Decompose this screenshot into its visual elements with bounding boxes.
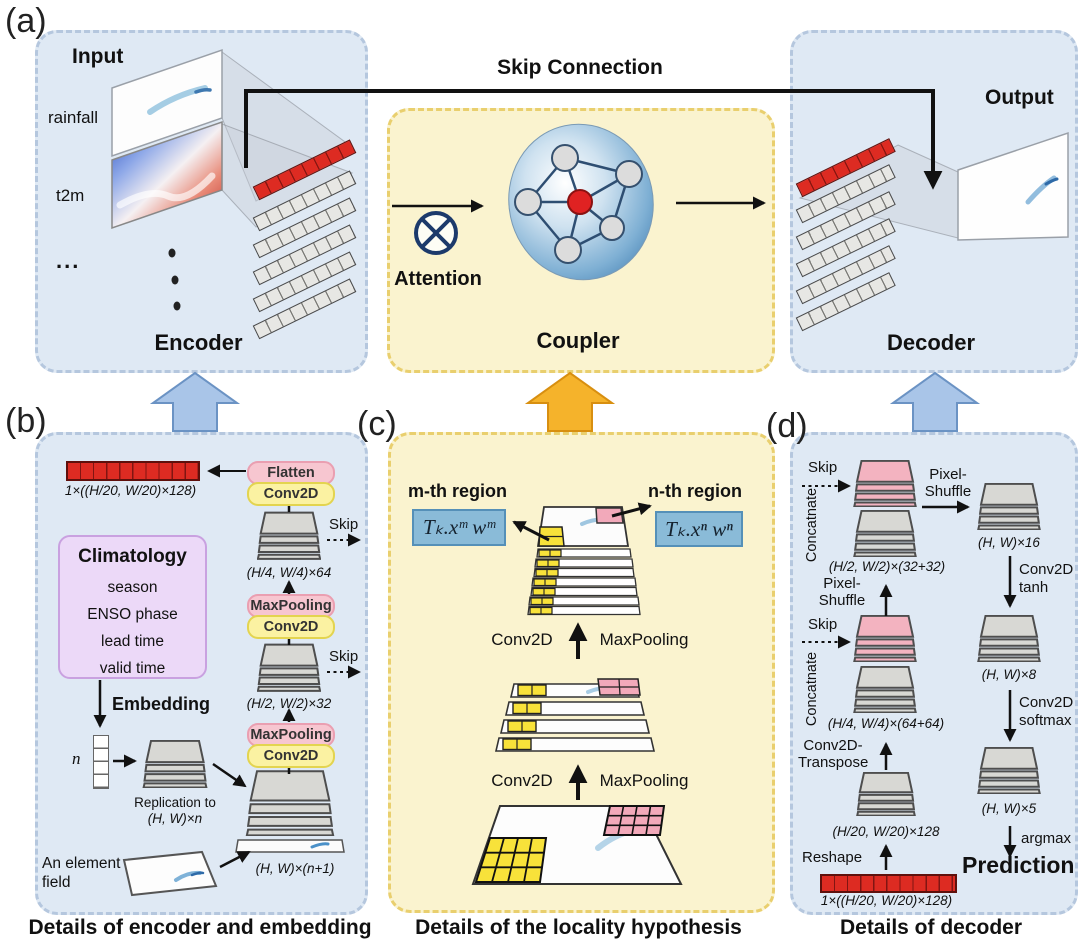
panel-label-c: (c) xyxy=(357,405,397,443)
climatology-item: ENSO phase xyxy=(87,606,178,623)
conv2d-label: Conv2D xyxy=(491,630,553,649)
dim-8-label: (H, W)×8 xyxy=(981,667,1037,682)
conv2d-transpose-label: Conv2D- xyxy=(803,737,863,754)
decoder-up-arrow xyxy=(889,371,981,432)
climatology-box: Climatology season ENSO phase lead time … xyxy=(58,535,207,679)
panel-label-a: (a) xyxy=(5,2,47,40)
maxpooling-label: MaxPooling xyxy=(599,630,689,649)
maxpooling-label: MaxPooling xyxy=(599,771,689,790)
panel-label-d: (d) xyxy=(766,407,808,445)
climatology-title: Climatology xyxy=(78,546,187,567)
decoder-flat-vector xyxy=(820,874,957,893)
n-variable-label: n xyxy=(72,749,81,768)
coupler-label: Coupler xyxy=(536,328,620,353)
pixel-shuffle-label: Pixel- xyxy=(929,466,967,483)
dim-128-label: (H/20, W/20)×128 xyxy=(832,824,940,839)
output-label: Output xyxy=(985,86,1054,109)
skip-label: Skip xyxy=(808,616,838,633)
encoder-detail-caption: Details of encoder and embedding xyxy=(28,916,372,939)
dim-input-label: (H, W)×(n+1) xyxy=(255,861,335,876)
skip-connection-label: Skip Connection xyxy=(497,56,663,79)
encoder-flat-vector xyxy=(66,461,200,481)
decoder-detail-caption: Details of decoder xyxy=(839,916,1023,939)
m-region-label: m-th region xyxy=(408,481,507,501)
pixel-shuffle-label: Pixel- xyxy=(823,575,861,592)
embedding-vector xyxy=(93,735,109,789)
coupler-up-arrow xyxy=(524,371,616,432)
rainfall-label: rainfall xyxy=(48,108,99,127)
replication-label: Replication to xyxy=(134,795,216,810)
decoder-vector-dim: 1×((H/20, W/20)×128) xyxy=(820,893,953,908)
t2m-label: t2m xyxy=(56,186,85,205)
encoder-vector-dim: 1×((H/20, W/20)×128) xyxy=(64,483,197,498)
encoder-label: Encoder xyxy=(154,330,243,355)
prediction-label: Prediction xyxy=(962,852,1075,878)
attention-label: Attention xyxy=(394,268,482,290)
n-region-formula: Tₖ.xⁿ wⁿ xyxy=(655,511,743,547)
more-vars-label: ... xyxy=(56,248,81,273)
m-region-formula: Tₖ.xᵐ wᵐ xyxy=(412,509,506,546)
element-field-label: field xyxy=(42,874,71,891)
panel-locality-detail xyxy=(388,432,775,913)
skip-label: Skip xyxy=(329,516,359,533)
climatology-item: lead time xyxy=(101,633,164,650)
element-field-label: An element xyxy=(42,855,121,872)
conv2d-label: Conv2D xyxy=(1019,694,1074,711)
input-label: Input xyxy=(72,45,124,68)
conv2d-op: Conv2D xyxy=(247,482,335,506)
softmax-label: softmax xyxy=(1019,712,1072,729)
climatology-item: valid time xyxy=(99,660,166,677)
conv2d-op: Conv2D xyxy=(247,744,335,768)
panel-label-b: (b) xyxy=(5,402,47,440)
embedding-label: Embedding xyxy=(112,694,210,714)
dim-h2-label: (H/2, W/2)×32 xyxy=(246,696,332,711)
conv2d-label: Conv2D xyxy=(491,771,553,790)
maxpooling-op: MaxPooling xyxy=(247,594,335,618)
conv2d-op: Conv2D xyxy=(247,615,335,639)
decoder-label: Decoder xyxy=(886,330,976,355)
tanh-label: tanh xyxy=(1019,579,1049,596)
dim-h4-label: (H/4, W/4)×64 xyxy=(246,565,332,580)
n-region-label: n-th region xyxy=(648,481,742,501)
dim-3232-label: (H/2, W/2)×(32+32) xyxy=(828,559,946,574)
replication-dim: (H, W)×n xyxy=(147,811,203,826)
dim-6464-label: (H/4, W/4)×(64+64) xyxy=(827,716,945,731)
dim-16-label: (H, W)×16 xyxy=(978,535,1040,550)
pixel-shuffle-label: Shuffle xyxy=(818,592,866,609)
skip-label: Skip xyxy=(808,459,838,476)
climatology-item: season xyxy=(107,579,158,596)
pixel-shuffle-label: Shuffle xyxy=(924,483,972,500)
encoder-up-arrow xyxy=(149,371,241,432)
conv2d-label: Conv2D xyxy=(1019,561,1074,578)
conv2d-transpose-label: Transpose xyxy=(798,754,869,771)
locality-detail-caption: Details of the locality hypothesis xyxy=(415,916,742,939)
dim-5-label: (H, W)×5 xyxy=(981,801,1037,816)
skip-label: Skip xyxy=(329,648,359,665)
reshape-label: Reshape xyxy=(802,849,863,866)
argmax-label: argmax xyxy=(1021,830,1072,847)
